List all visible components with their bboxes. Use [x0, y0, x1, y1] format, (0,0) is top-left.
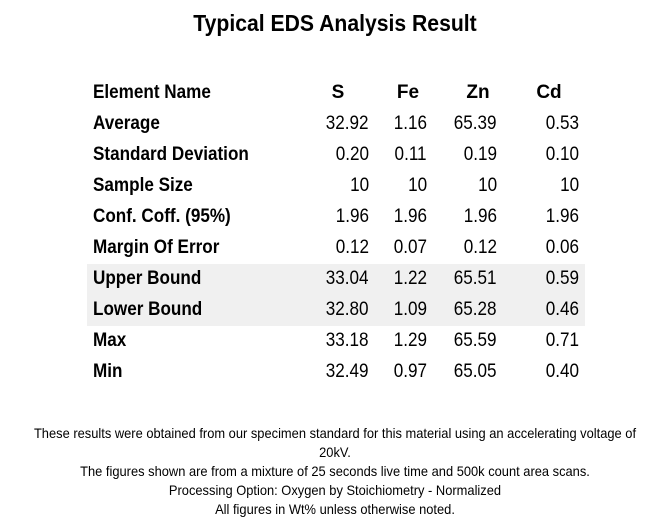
row-label: Lower Bound [93, 299, 203, 320]
cell-cd: 0.46 [545, 299, 579, 320]
cell-cd: 0.53 [545, 113, 579, 134]
cell-fe: 0.97 [393, 361, 427, 382]
cell-zn: 10 [477, 175, 497, 196]
cell-fe: 10 [407, 175, 427, 196]
footnote-scan-time: The figures shown are from a mixture of … [80, 463, 590, 479]
header-element-name: Element Name [93, 82, 211, 103]
cell-fe: 1.16 [393, 113, 427, 134]
cell-cd: 0.40 [545, 361, 579, 382]
cell-fe: 1.29 [393, 330, 427, 351]
footnote-units: All figures in Wt% unless otherwise note… [215, 501, 455, 517]
cell-cd: 10 [559, 175, 579, 196]
row-label: Average [93, 113, 160, 134]
header-element-zn: Zn [466, 82, 490, 103]
row-label: Conf. Coff. (95%) [93, 206, 231, 227]
cell-cd: 0.06 [545, 237, 579, 258]
cell-fe: 0.11 [394, 144, 427, 165]
table-row-min: Min 32.49 0.97 65.05 0.40 [87, 357, 585, 388]
cell-cd: 0.71 [545, 330, 579, 351]
cell-fe: 1.96 [393, 206, 427, 227]
header-element-fe: Fe [396, 82, 420, 103]
cell-cd: 0.59 [545, 268, 579, 289]
row-label: Upper Bound [93, 268, 202, 289]
table-row-margin-of-error: Margin Of Error 0.12 0.07 0.12 0.06 [87, 233, 585, 264]
table-row-standard-deviation: Standard Deviation 0.20 0.11 0.19 0.10 [87, 140, 585, 171]
footnote-processing-option: Processing Option: Oxygen by Stoichiomet… [168, 482, 502, 498]
cell-s: 32.80 [326, 299, 369, 320]
cell-fe: 1.09 [393, 299, 427, 320]
cell-zn: 0.12 [463, 237, 497, 258]
cell-zn: 1.96 [463, 206, 497, 227]
row-label: Max [93, 330, 127, 351]
cell-s: 33.18 [326, 330, 369, 351]
cell-zn: 65.59 [454, 330, 497, 351]
table-row-max: Max 33.18 1.29 65.59 0.71 [87, 326, 585, 357]
cell-cd: 1.96 [545, 206, 579, 227]
cell-s: 32.92 [326, 113, 369, 134]
row-label: Min [93, 361, 123, 382]
table-row-sample-size: Sample Size 10 10 10 10 [87, 171, 585, 202]
cell-zn: 65.39 [454, 113, 497, 134]
cell-fe: 1.22 [393, 268, 427, 289]
table-row-average: Average 32.92 1.16 65.39 0.53 [87, 109, 585, 140]
cell-s: 32.49 [326, 361, 369, 382]
footnotes: These results were obtained from our spe… [0, 424, 670, 519]
row-label: Standard Deviation [93, 144, 249, 165]
table-row-lower-bound: Lower Bound 32.80 1.09 65.28 0.46 [87, 295, 585, 326]
results-table: Element Name S Fe Zn Cd Average 32.92 1.… [87, 78, 585, 388]
table-row-conf-coff: Conf. Coff. (95%) 1.96 1.96 1.96 1.96 [87, 202, 585, 233]
cell-s: 1.96 [335, 206, 369, 227]
row-label: Margin Of Error [93, 237, 220, 258]
footnote-voltage: These results were obtained from our spe… [33, 425, 637, 460]
cell-s: 0.20 [335, 144, 369, 165]
header-element-s: S [331, 82, 345, 103]
row-label: Sample Size [93, 175, 193, 196]
cell-zn: 0.19 [463, 144, 497, 165]
header-element-cd: Cd [536, 82, 562, 103]
cell-s: 0.12 [335, 237, 369, 258]
cell-zn: 65.05 [454, 361, 497, 382]
cell-s: 10 [349, 175, 369, 196]
cell-zn: 65.28 [454, 299, 497, 320]
cell-s: 33.04 [326, 268, 369, 289]
cell-cd: 0.10 [545, 144, 579, 165]
cell-fe: 0.07 [393, 237, 427, 258]
cell-zn: 65.51 [454, 268, 497, 289]
table-header-row: Element Name S Fe Zn Cd [87, 78, 585, 109]
page-title: Typical EDS Analysis Result [193, 10, 477, 36]
table-row-upper-bound: Upper Bound 33.04 1.22 65.51 0.59 [87, 264, 585, 295]
